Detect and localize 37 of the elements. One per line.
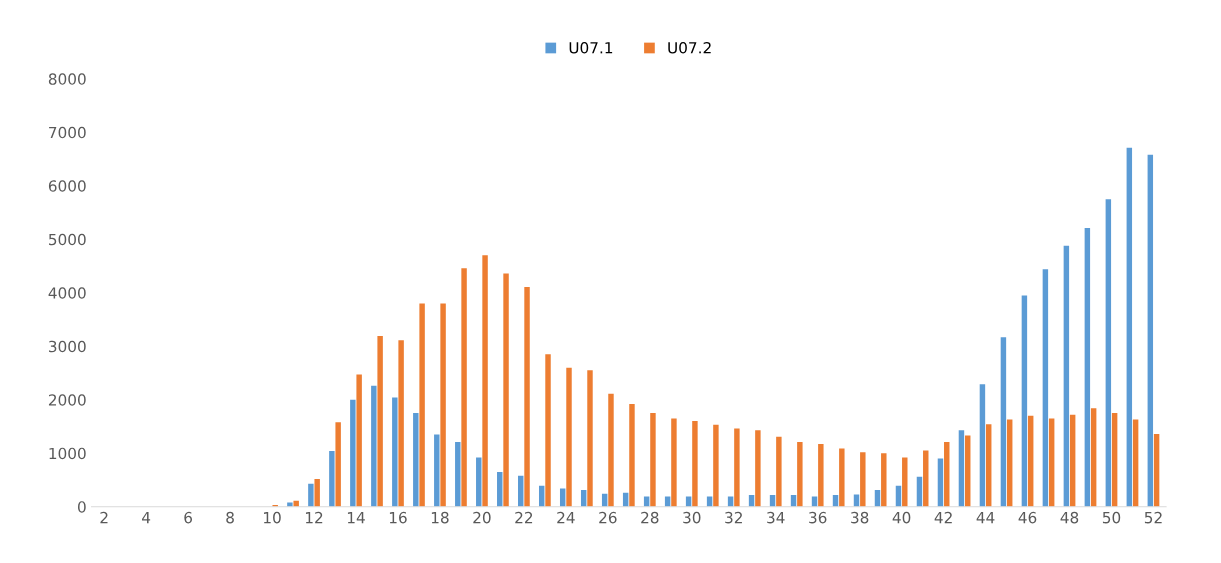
y-tick-label: 1000 xyxy=(49,447,86,460)
x-tick-label: 28 xyxy=(641,511,659,524)
x-tick-label: 40 xyxy=(892,511,911,524)
x-tick-label: 48 xyxy=(1060,511,1079,524)
x-tick-label: 6 xyxy=(184,511,193,524)
y-tick-label: 0 xyxy=(78,501,86,513)
x-tick-label: 20 xyxy=(473,511,491,524)
x-tick-label: 12 xyxy=(305,511,323,524)
x-tick-label: 52 xyxy=(1144,511,1162,524)
y-tick-label: 8000 xyxy=(48,73,86,85)
x-tick-label: 30 xyxy=(683,511,701,524)
x-tick-label: 14 xyxy=(347,512,365,524)
x-tick-label: 44 xyxy=(976,512,995,524)
x-tick-label: 36 xyxy=(809,511,827,524)
y-tick-label: 7000 xyxy=(49,126,86,139)
x-tick-label: 10 xyxy=(264,511,281,524)
x-tick-label: 34 xyxy=(767,511,785,524)
x-tick-label: 26 xyxy=(599,511,617,524)
x-tick-label: 4 xyxy=(142,512,151,524)
x-tick-label: 16 xyxy=(389,511,407,524)
x-tick-label: 8 xyxy=(226,511,234,524)
x-tick-label: 38 xyxy=(851,511,869,524)
y-tick-label: 4000 xyxy=(48,287,86,299)
y-tick-label: 3000 xyxy=(49,340,86,353)
y-tick-label: 6000 xyxy=(48,180,86,192)
x-tick-label: 18 xyxy=(431,511,449,524)
legend-label: U07.1 xyxy=(569,42,613,54)
x-tick-label: 24 xyxy=(557,511,575,524)
x-tick-label: 46 xyxy=(1018,511,1037,524)
x-tick-label: 32 xyxy=(725,511,742,524)
x-tick-label: 50 xyxy=(1102,511,1121,524)
x-tick-label: 2 xyxy=(100,511,108,524)
y-tick-label: 2000 xyxy=(48,394,86,406)
legend-label: U07.2 xyxy=(668,42,711,54)
x-tick-label: 22 xyxy=(515,511,533,524)
x-tick-label: 42 xyxy=(934,511,952,524)
y-tick-label: 5000 xyxy=(49,233,86,246)
